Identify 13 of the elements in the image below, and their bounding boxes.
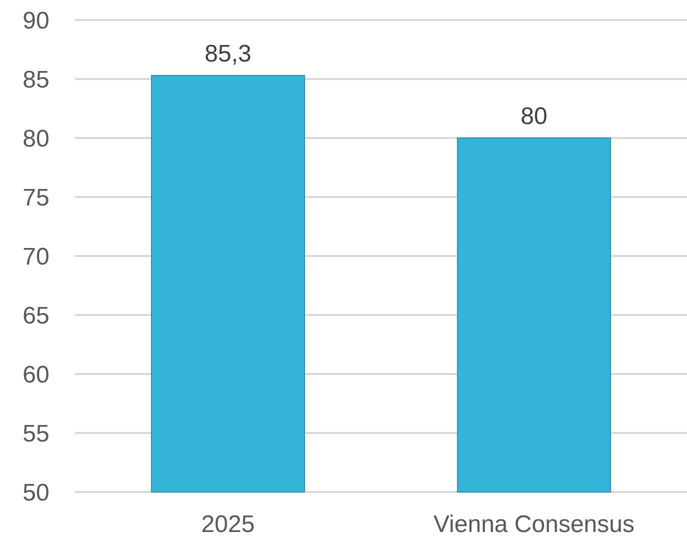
data-label: 80: [520, 103, 548, 130]
y-tick-label: 80: [22, 125, 50, 152]
data-label: 85,3: [204, 40, 252, 68]
y-tick-label: 75: [22, 184, 50, 212]
y-tick-label: 50: [22, 479, 50, 506]
y-tick-label: 85: [22, 66, 50, 94]
y-tick-label: 65: [22, 302, 50, 330]
x-tick-label: Vienna Consensus: [433, 511, 635, 538]
y-tick-label: 60: [22, 361, 50, 388]
y-tick-label: 90: [22, 7, 50, 34]
y-tick-label: 55: [22, 420, 50, 448]
x-tick-label: 2025: [201, 511, 255, 538]
y-tick-label: 70: [22, 243, 50, 270]
